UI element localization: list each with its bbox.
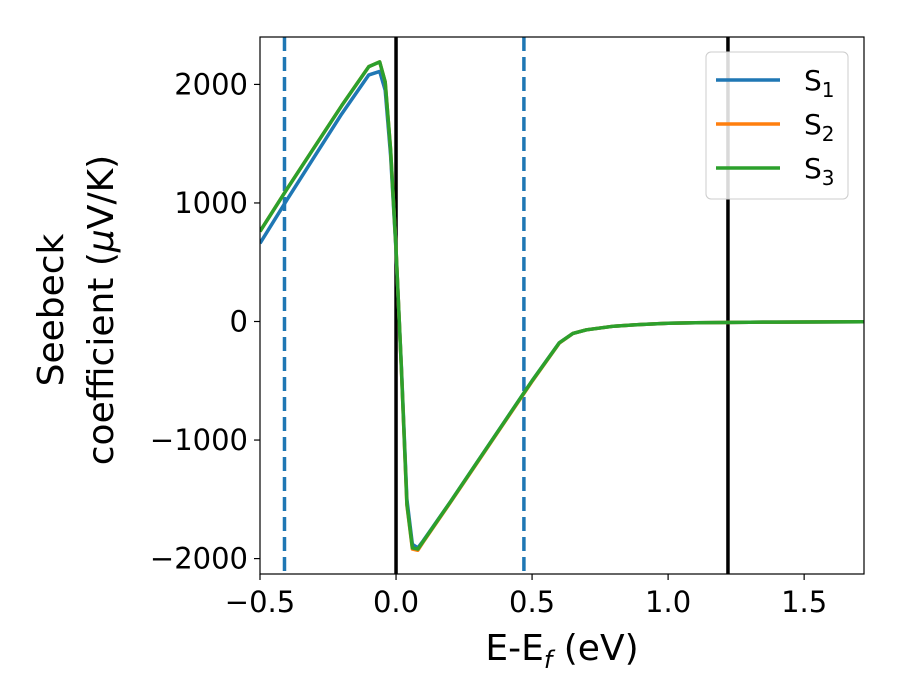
x-axis-ticks: −0.5 0.0 0.5 1.0 1.5: [225, 574, 827, 619]
legend-label-s3: S3: [804, 152, 835, 190]
legend-label-sub: 3: [822, 166, 835, 190]
x-tick-label: 1.5: [781, 585, 827, 619]
legend-label-main: S: [804, 152, 822, 185]
legend-label-sub: 2: [822, 122, 835, 146]
y-tick-label: 1000: [174, 186, 248, 220]
y-axis-label-line2-pre: coefficient (: [81, 252, 122, 465]
y-axis-label-line2-post: V/K): [81, 155, 122, 229]
series-lines: [260, 60, 864, 553]
x-axis-label: E-Ef (eV): [485, 628, 638, 674]
legend-label-sub: 1: [822, 78, 835, 102]
y-axis-label-line1: Seebeck: [31, 233, 72, 386]
x-axis-label-unit: (eV): [552, 628, 638, 669]
reference-lines: [282, 37, 730, 574]
y-tick-label: 2000: [174, 67, 248, 101]
x-tick-label: −0.5: [225, 585, 295, 619]
x-axis-label-main: E-E: [485, 628, 543, 669]
legend-label-main: S: [804, 64, 822, 97]
y-tick-label: −2000: [150, 542, 248, 576]
y-axis-ticks: −2000 −1000 0 1000 2000: [150, 67, 260, 576]
y-axis-label-line2: coefficient (μV/K): [81, 155, 122, 465]
x-tick-label: 0.0: [373, 585, 419, 619]
legend-label-main: S: [804, 108, 822, 141]
x-tick-label: 0.5: [509, 585, 555, 619]
x-tick-label: 1.0: [645, 585, 691, 619]
legend-label-s1: S1: [804, 64, 835, 102]
y-axis-label-mu: μ: [81, 229, 122, 253]
y-tick-label: −1000: [150, 423, 248, 457]
legend-label-s2: S2: [804, 108, 835, 146]
series-line-s3: [260, 60, 864, 551]
y-tick-label: 0: [230, 305, 248, 339]
plot-frame: [259, 36, 865, 575]
